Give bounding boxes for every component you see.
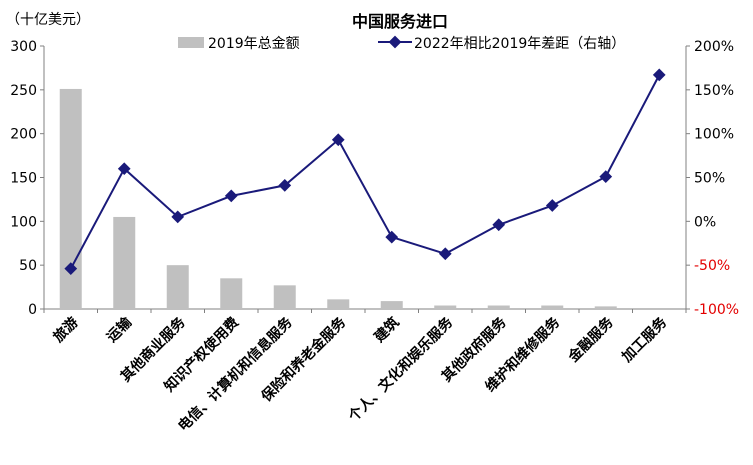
left-tick-label: 100 xyxy=(10,214,37,230)
bar xyxy=(487,305,510,309)
category-label: 个人、文化和娱乐服务 xyxy=(344,313,456,425)
left-tick-label: 0 xyxy=(28,302,37,318)
line-point xyxy=(438,247,452,261)
bar xyxy=(380,301,403,309)
line-series xyxy=(64,68,666,276)
left-tick-label: 200 xyxy=(10,127,37,143)
axes: 0 50 100 150 200 250 300 -100% -50% 0% 50% 100% 150%… xyxy=(10,39,739,318)
category-label: 建筑 xyxy=(371,314,403,346)
left-axis-unit: （十亿美元） xyxy=(6,12,90,28)
bars xyxy=(59,88,617,309)
line-point xyxy=(652,68,666,82)
legend: 2019年总金额 2022年相比2019年差距（右轴） xyxy=(178,35,625,52)
chart-title: 中国服务进口 xyxy=(352,12,448,31)
left-tick-label: 50 xyxy=(19,258,37,274)
category-label: 加工服务 xyxy=(618,313,671,366)
bar xyxy=(541,305,564,309)
category-label: 旅游 xyxy=(50,314,82,346)
bar xyxy=(166,265,189,309)
right-tick-label: 100% xyxy=(694,127,734,143)
line-point xyxy=(599,170,613,183)
right-tick-label: 150% xyxy=(694,83,734,99)
category-label: 金融服务 xyxy=(564,313,617,366)
bar xyxy=(434,305,457,309)
bar xyxy=(327,299,350,309)
line-point xyxy=(224,189,238,203)
line-point xyxy=(117,162,131,176)
legend-bar-label: 2019年总金额 xyxy=(208,36,300,52)
line-point xyxy=(385,230,399,244)
bar xyxy=(594,306,617,309)
line-point xyxy=(545,199,559,212)
legend-line-label: 2022年相比2019年差距（右轴） xyxy=(414,36,625,52)
right-tick-label: 0% xyxy=(694,214,716,230)
legend-line-marker xyxy=(388,35,402,49)
bar xyxy=(113,216,136,309)
bar xyxy=(220,278,243,309)
line-point xyxy=(492,218,506,232)
line-point xyxy=(171,210,185,224)
series-line-path xyxy=(69,74,661,270)
right-tick-label: 200% xyxy=(694,39,734,55)
right-tick-label: -50% xyxy=(694,258,730,274)
bar xyxy=(273,285,296,309)
bar xyxy=(59,88,82,309)
right-tick-label: 50% xyxy=(694,171,725,187)
category-label: 运输 xyxy=(103,313,136,346)
left-tick-label: 150 xyxy=(10,171,37,187)
left-tick-label: 300 xyxy=(10,39,37,55)
legend-bar-swatch xyxy=(178,37,204,48)
left-tick-label: 250 xyxy=(10,83,37,99)
right-tick-label: -100% xyxy=(694,302,739,318)
